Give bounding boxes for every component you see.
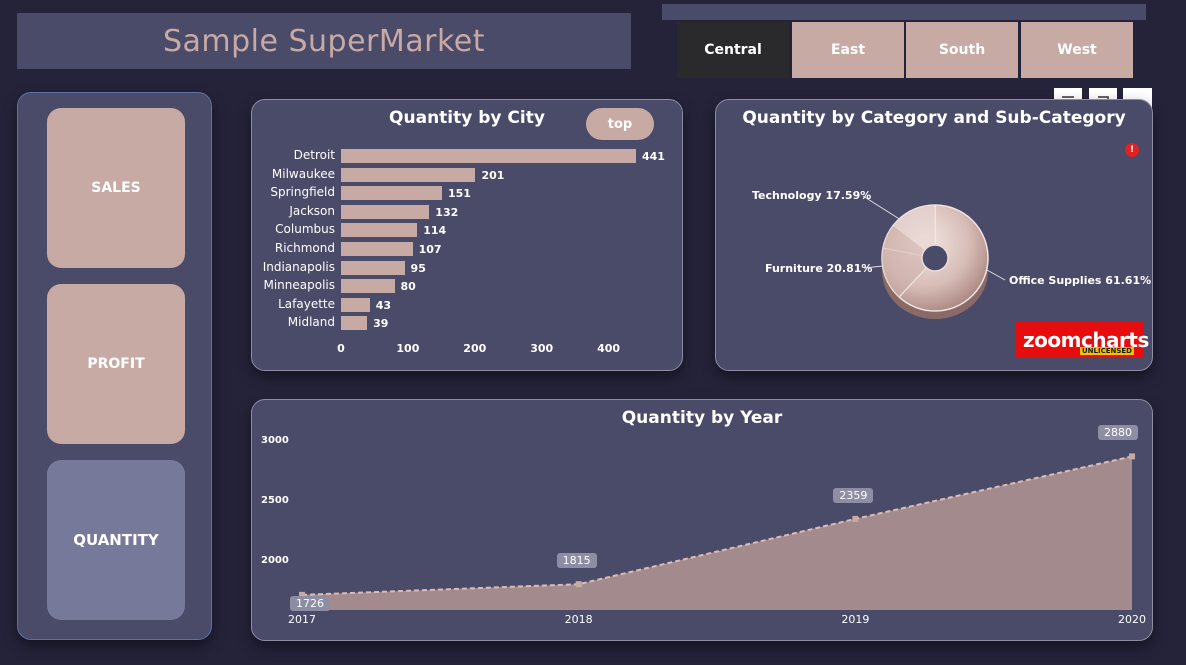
city-bar[interactable] [341, 316, 368, 331]
city-chart-panel [251, 99, 683, 371]
nav-quantity-button[interactable]: QUANTITY [47, 460, 185, 620]
city-bar[interactable] [341, 223, 418, 238]
city-bar[interactable] [341, 242, 413, 256]
data-point[interactable] [575, 581, 582, 588]
city-chart-title: Quantity by City [389, 108, 545, 128]
data-point[interactable] [852, 515, 859, 522]
city-label: Springfield [270, 185, 335, 200]
city-bar[interactable] [341, 260, 405, 275]
y-tick-label: 3000 [261, 435, 289, 446]
data-value-label: 1726 [290, 595, 330, 611]
city-label: Minneapolis [263, 278, 335, 293]
zoomcharts-logo[interactable]: zoomcharts UNLICENSED [1015, 321, 1149, 358]
nav-sales-button[interactable]: SALES [47, 108, 185, 268]
x-tick-label: 2019 [841, 613, 870, 626]
zoomcharts-unlicensed-badge: UNLICENSED [1079, 347, 1134, 355]
x-tick-label: 2020 [1118, 613, 1146, 626]
x-tick-label: 300 [530, 342, 554, 355]
bar-value-label: 441 [642, 150, 665, 163]
city-label: Columbus [275, 222, 335, 237]
label-furniture: Furniture 20.81% [765, 262, 873, 275]
slice-furniture[interactable] [882, 226, 935, 297]
data-value-label: 2880 [1098, 425, 1138, 441]
zoomcharts-logo-text: zoomcharts [1023, 327, 1149, 352]
region-tab-central[interactable]: Central [677, 22, 789, 78]
year-chart-title: Quantity by Year [621, 408, 783, 428]
label-office-supplies: Office Supplies 61.61% [1009, 274, 1152, 287]
city-bar[interactable] [341, 186, 442, 201]
city-bar[interactable] [341, 204, 430, 219]
y-tick-label: 2500 [261, 495, 289, 506]
x-tick-label: 200 [463, 342, 487, 355]
x-tick-label: 400 [597, 342, 621, 355]
bar-value-label: 39 [373, 317, 389, 331]
series-line [301, 455, 1133, 596]
x-tick-label: 2018 [564, 613, 593, 626]
city-bar[interactable] [341, 279, 395, 294]
city-label: Indianapolis [262, 259, 335, 274]
bar-value-label: 107 [418, 243, 442, 256]
x-tick-label: 100 [396, 342, 420, 355]
region-tab-west[interactable]: West [1021, 22, 1133, 78]
x-tick-label: 2017 [288, 613, 316, 626]
app-title-bar: Sample SuperMarket [17, 13, 631, 69]
top-toggle-button[interactable]: top [586, 108, 654, 140]
slice-technology[interactable] [893, 205, 935, 258]
warning-icon[interactable]: ! [1125, 143, 1139, 157]
city-bar[interactable] [341, 167, 476, 182]
category-chart-title: Quantity by Category and Sub-Category [742, 108, 1126, 128]
data-value-label: 1815 [556, 553, 597, 569]
city-label: Milwaukee [271, 166, 335, 181]
city-label: Detroit [293, 148, 335, 162]
data-value-label: 2359 [833, 487, 874, 503]
city-label: Midland [287, 315, 335, 330]
category-donut-chart [862, 195, 1006, 319]
donut-hole [921, 244, 949, 272]
region-tab-south[interactable]: South [906, 22, 1018, 78]
leader-office-supplies [986, 269, 1006, 281]
bar-value-label: 151 [448, 187, 471, 201]
region-slicer-header [662, 4, 1146, 20]
bar-value-label: 114 [423, 224, 447, 238]
app-title: Sample SuperMarket [162, 23, 486, 59]
area-fill [302, 456, 1132, 610]
city-label: Jackson [289, 203, 335, 218]
bar-value-label: 80 [400, 280, 416, 294]
data-point[interactable] [1129, 453, 1135, 460]
bar-value-label: 95 [410, 261, 426, 275]
city-bar[interactable] [341, 149, 636, 163]
data-point[interactable] [299, 591, 305, 598]
city-bar[interactable] [341, 297, 370, 312]
x-tick-label: 0 [337, 342, 345, 355]
donut-group [881, 204, 989, 319]
year-area-chart: 2000 2500 3000 2017 2018 2019 2020 1726 1815 2359… [251, 399, 1153, 641]
nav-profit-button[interactable]: PROFIT [47, 284, 185, 444]
bar-value-label: 201 [481, 168, 505, 182]
y-tick-label: 2000 [261, 555, 289, 566]
region-tab-east[interactable]: East [792, 22, 904, 78]
bar-value-label: 43 [375, 298, 392, 312]
leader-furniture [863, 265, 884, 269]
city-label: Lafayette [278, 296, 335, 311]
city-bar-chart: Detroit 441 Milwaukee 201 Springfield 151 Jack… [251, 99, 683, 371]
leader-technology [862, 195, 902, 221]
bar-value-label: 132 [435, 205, 459, 219]
city-label: Richmond [274, 241, 335, 255]
label-technology: Technology 17.59% [752, 189, 872, 202]
